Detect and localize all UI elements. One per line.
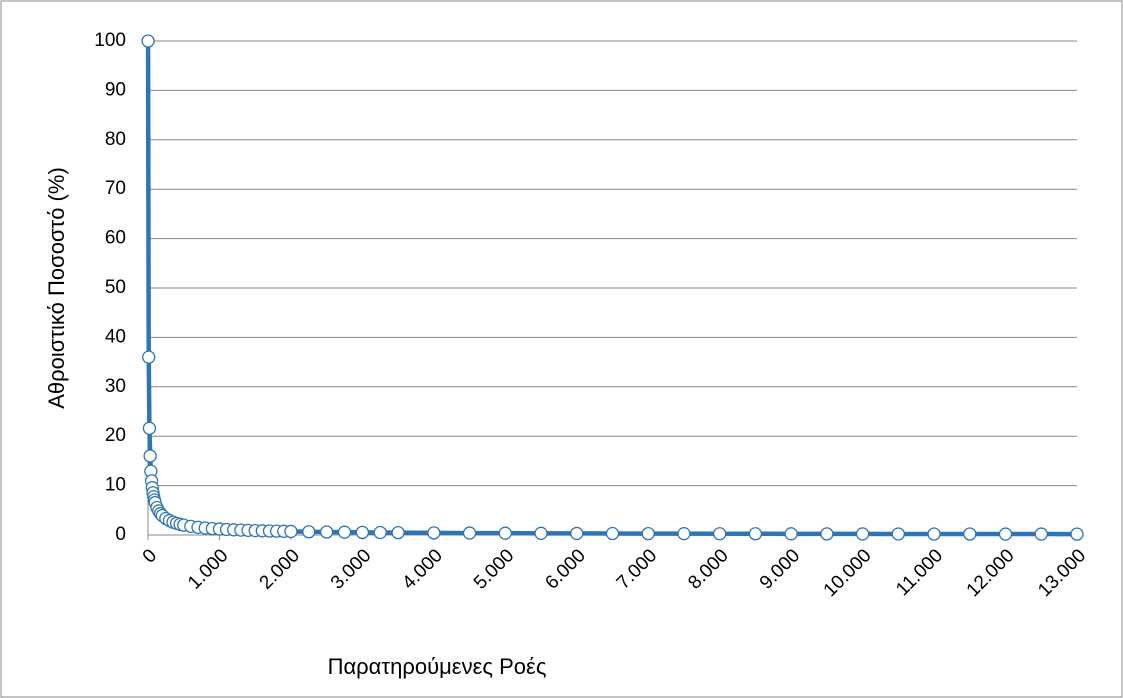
x-axis-title: Παρατηρούμενες Ροές xyxy=(328,654,547,679)
data-point xyxy=(605,526,620,541)
y-tick-label: 50 xyxy=(105,277,126,298)
data-point xyxy=(534,526,548,540)
data-point xyxy=(284,524,298,539)
data-point xyxy=(713,527,727,541)
data-point xyxy=(143,449,157,463)
data-point xyxy=(373,525,387,540)
y-tick-label: 0 xyxy=(115,524,126,545)
data-point xyxy=(320,525,334,539)
data-point xyxy=(141,34,155,48)
data-point xyxy=(337,525,352,539)
data-point xyxy=(891,527,905,541)
data-point xyxy=(677,527,691,541)
y-axis-title: Αθροιστικό Ποσοστό (%) xyxy=(44,167,69,409)
y-tick-label: 30 xyxy=(105,376,126,397)
y-tick-label: 70 xyxy=(105,178,126,199)
data-point xyxy=(641,526,655,541)
y-tick-label: 90 xyxy=(105,79,126,100)
y-tick-label: 60 xyxy=(105,228,126,249)
data-point xyxy=(927,527,941,541)
data-point xyxy=(1070,527,1084,541)
y-tick-label: 20 xyxy=(105,425,126,446)
data-point xyxy=(820,527,834,541)
data-point xyxy=(462,526,477,540)
data-point xyxy=(355,525,370,540)
y-tick-label: 40 xyxy=(105,326,126,347)
data-point xyxy=(855,527,870,541)
data-point xyxy=(570,526,584,541)
data-point xyxy=(302,525,316,539)
data-point xyxy=(391,525,405,540)
data-point xyxy=(748,527,763,541)
y-tick-label: 100 xyxy=(94,30,126,51)
data-point xyxy=(142,421,157,435)
y-tick-label: 10 xyxy=(105,475,126,496)
data-point xyxy=(142,350,156,364)
data-point xyxy=(498,526,512,540)
data-point xyxy=(963,527,977,541)
data-point xyxy=(1034,527,1048,541)
y-tick-label: 80 xyxy=(105,129,126,150)
data-point xyxy=(784,527,798,541)
data-point xyxy=(998,527,1013,541)
data-point xyxy=(427,526,441,540)
